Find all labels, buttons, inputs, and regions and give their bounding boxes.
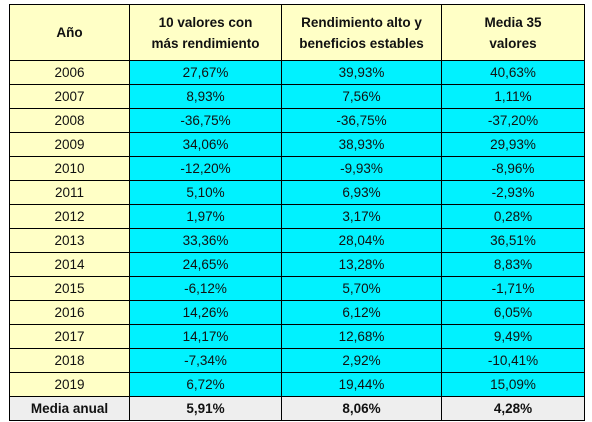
cell-avg35: 36,51% [441, 228, 585, 253]
cell-year: 2010 [9, 156, 130, 181]
header-top10-line1: 10 valores con [158, 14, 253, 30]
cell-top10: -36,75% [129, 108, 282, 133]
returns-table: Año 10 valores con más rendimiento Rendi… [9, 4, 585, 421]
footer-label: Media anual [9, 396, 130, 421]
cell-top10: 27,67% [129, 60, 282, 85]
table-row: 2018 -7,34% 2,92% -10,41% [9, 348, 585, 373]
cell-top10: 5,10% [129, 180, 282, 205]
header-year: Año [9, 4, 130, 61]
cell-avg35: 1,11% [441, 84, 585, 109]
header-stable-line2: beneficios estables [299, 35, 424, 51]
table-row: 2010 -12,20% -9,93% -8,96% [9, 156, 585, 181]
header-stable-line1: Rendimiento alto y [301, 14, 422, 30]
table-body: 2006 27,67% 39,93% 40,63% 2007 8,93% 7,56% 1,11… [9, 60, 585, 397]
cell-top10: -6,12% [129, 276, 282, 301]
returns-table-container: Año 10 valores con más rendimiento Rendi… [9, 4, 585, 421]
cell-top10: 34,06% [129, 132, 282, 157]
table-row: 2009 34,06% 38,93% 29,93% [9, 132, 585, 157]
table-row: 2006 27,67% 39,93% 40,63% [9, 60, 585, 85]
table-row: 2007 8,93% 7,56% 1,11% [9, 84, 585, 109]
cell-stable: 2,92% [281, 348, 442, 373]
cell-top10: 33,36% [129, 228, 282, 253]
cell-top10: 14,26% [129, 300, 282, 325]
cell-stable: 5,70% [281, 276, 442, 301]
cell-stable: 38,93% [281, 132, 442, 157]
cell-top10: 24,65% [129, 252, 282, 277]
table-row: 2012 1,97% 3,17% 0,28% [9, 204, 585, 229]
table-row: 2016 14,26% 6,12% 6,05% [9, 300, 585, 325]
cell-avg35: -10,41% [441, 348, 585, 373]
cell-avg35: 8,83% [441, 252, 585, 277]
cell-avg35: 9,49% [441, 324, 585, 349]
cell-stable: 39,93% [281, 60, 442, 85]
cell-year: 2013 [9, 228, 130, 253]
cell-year: 2012 [9, 204, 130, 229]
header-top10-line2: más rendimiento [151, 35, 260, 51]
cell-top10: -7,34% [129, 348, 282, 373]
table-row: 2019 6,72% 19,44% 15,09% [9, 372, 585, 397]
cell-year: 2014 [9, 252, 130, 277]
cell-stable: -9,93% [281, 156, 442, 181]
cell-stable: -36,75% [281, 108, 442, 133]
cell-top10: 14,17% [129, 324, 282, 349]
header-avg35-line2: valores [489, 35, 537, 51]
cell-avg35: 15,09% [441, 372, 585, 397]
header-row: Año 10 valores con más rendimiento Rendi… [9, 4, 585, 61]
cell-year: 2015 [9, 276, 130, 301]
header-stable: Rendimiento alto y beneficios estables [281, 4, 442, 61]
header-year-label: Año [56, 25, 83, 40]
cell-stable: 3,17% [281, 204, 442, 229]
cell-stable: 13,28% [281, 252, 442, 277]
cell-top10: 6,72% [129, 372, 282, 397]
cell-stable: 12,68% [281, 324, 442, 349]
table-row: 2008 -36,75% -36,75% -37,20% [9, 108, 585, 133]
cell-year: 2018 [9, 348, 130, 373]
footer-stable: 8,06% [281, 396, 442, 421]
cell-year: 2006 [9, 60, 130, 85]
header-avg35-line1: Media 35 [484, 14, 542, 30]
cell-avg35: -1,71% [441, 276, 585, 301]
cell-avg35: -37,20% [441, 108, 585, 133]
cell-avg35: 0,28% [441, 204, 585, 229]
cell-stable: 7,56% [281, 84, 442, 109]
cell-avg35: 40,63% [441, 60, 585, 85]
cell-top10: 1,97% [129, 204, 282, 229]
table-row: 2014 24,65% 13,28% 8,83% [9, 252, 585, 277]
cell-stable: 28,04% [281, 228, 442, 253]
cell-avg35: -8,96% [441, 156, 585, 181]
cell-year: 2016 [9, 300, 130, 325]
header-avg35: Media 35 valores [441, 4, 585, 61]
cell-stable: 6,93% [281, 180, 442, 205]
cell-top10: -12,20% [129, 156, 282, 181]
cell-top10: 8,93% [129, 84, 282, 109]
cell-year: 2019 [9, 372, 130, 397]
cell-avg35: -2,93% [441, 180, 585, 205]
table-row: 2011 5,10% 6,93% -2,93% [9, 180, 585, 205]
cell-year: 2009 [9, 132, 130, 157]
cell-avg35: 6,05% [441, 300, 585, 325]
table-row: 2017 14,17% 12,68% 9,49% [9, 324, 585, 349]
footer-top10: 5,91% [129, 396, 282, 421]
footer-row: Media anual 5,91% 8,06% 4,28% [9, 396, 585, 421]
cell-stable: 19,44% [281, 372, 442, 397]
table-row: 2015 -6,12% 5,70% -1,71% [9, 276, 585, 301]
cell-year: 2008 [9, 108, 130, 133]
cell-year: 2007 [9, 84, 130, 109]
cell-year: 2017 [9, 324, 130, 349]
footer-avg35: 4,28% [441, 396, 585, 421]
table-row: 2013 33,36% 28,04% 36,51% [9, 228, 585, 253]
cell-stable: 6,12% [281, 300, 442, 325]
cell-year: 2011 [9, 180, 130, 205]
header-top10: 10 valores con más rendimiento [129, 4, 282, 61]
cell-avg35: 29,93% [441, 132, 585, 157]
